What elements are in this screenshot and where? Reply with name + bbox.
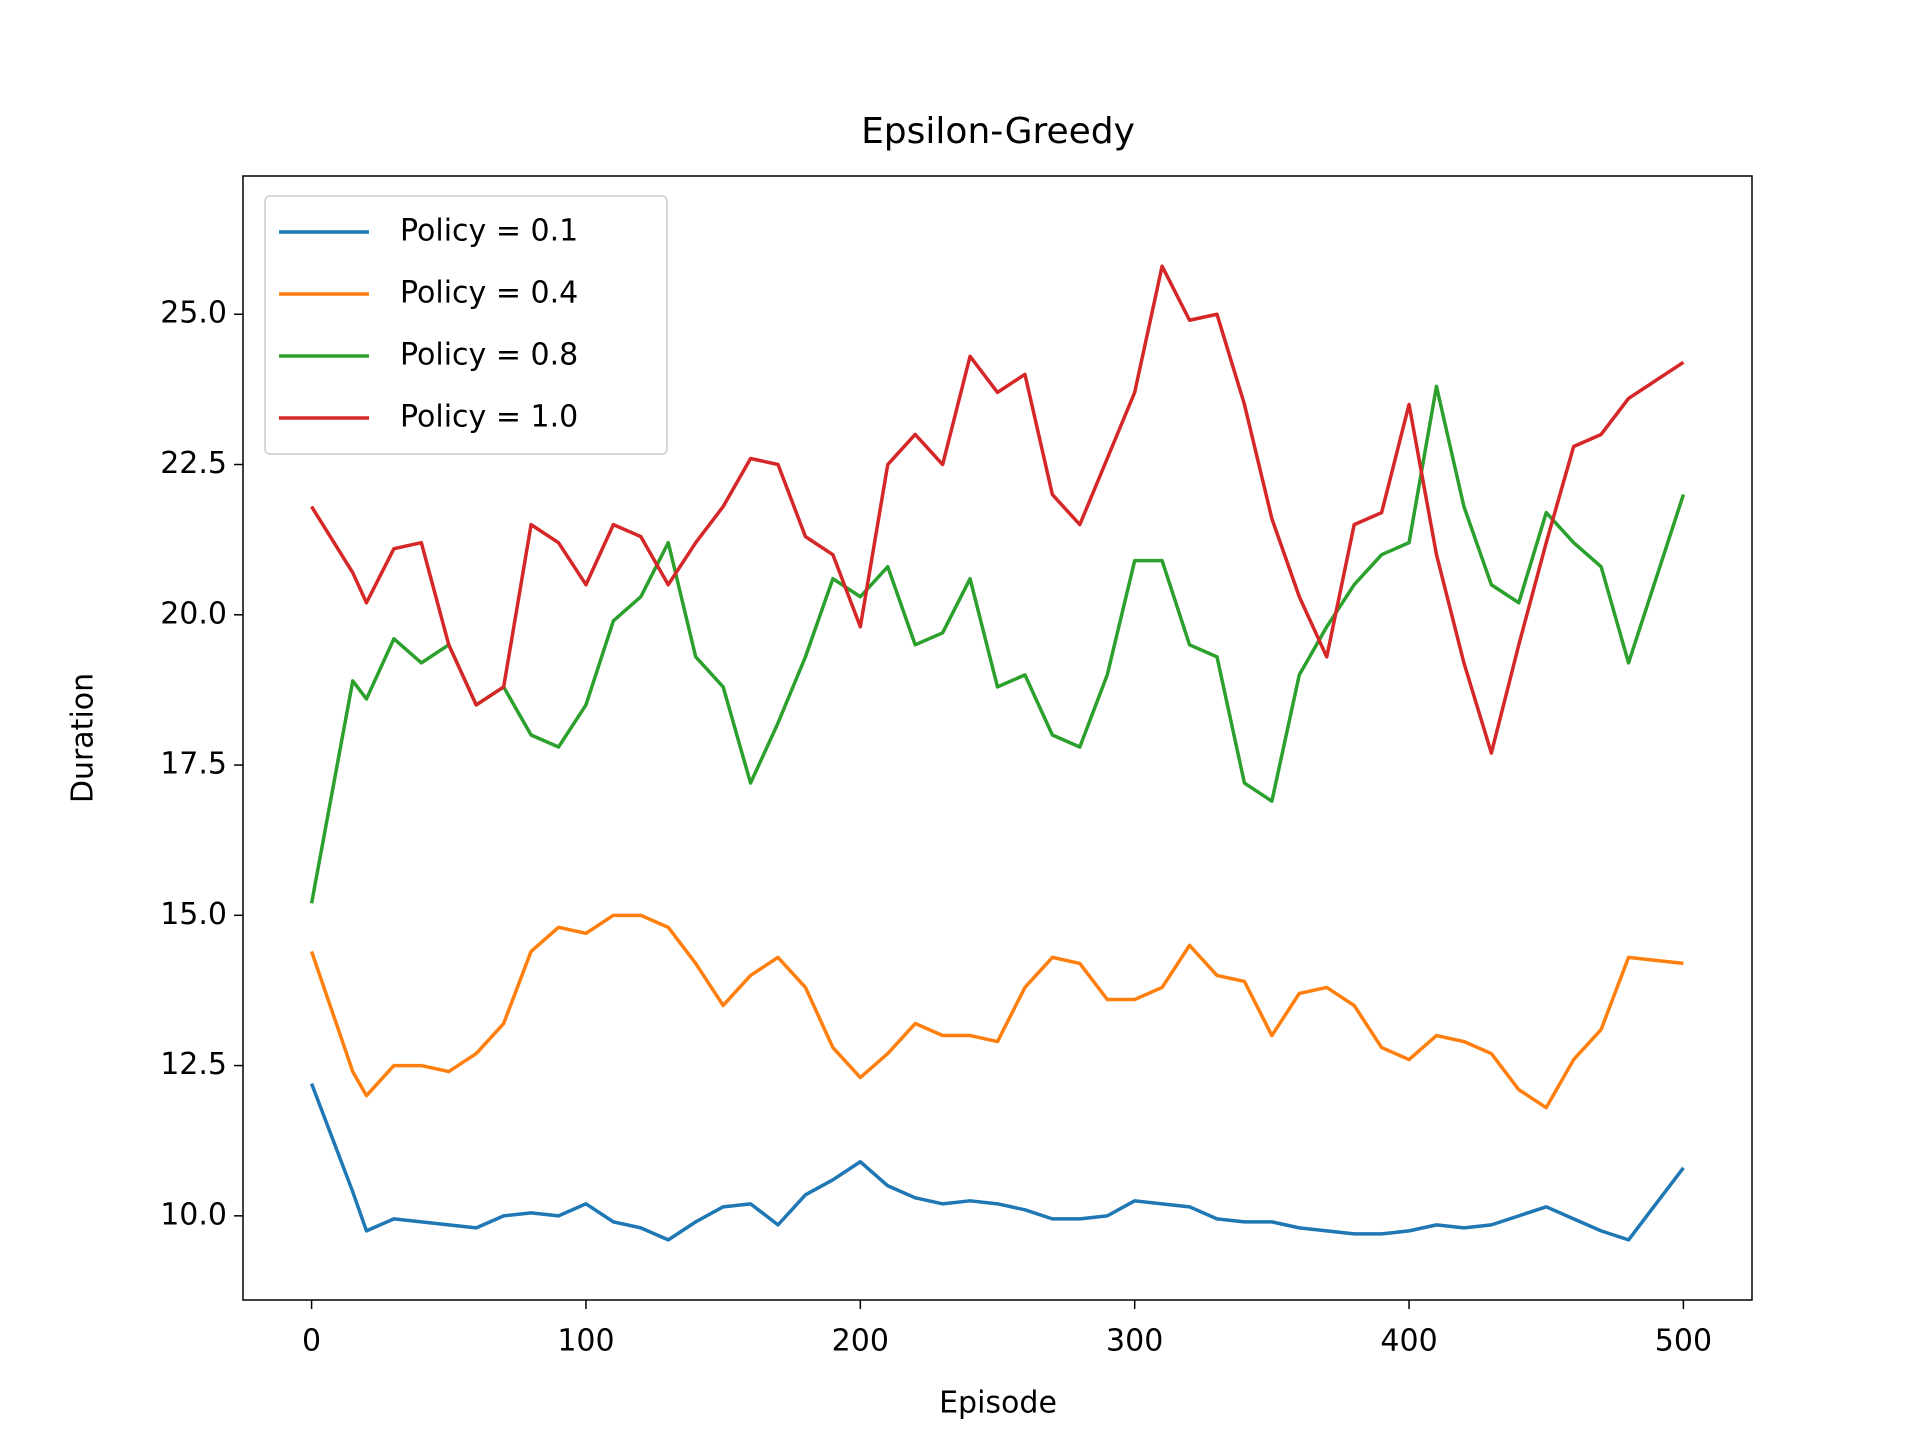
y-tick-label: 15.0 <box>160 897 227 932</box>
y-tick-label: 20.0 <box>160 596 227 631</box>
x-tick-label: 0 <box>302 1324 321 1359</box>
y-tick-label: 10.0 <box>160 1197 227 1232</box>
x-tick-label: 100 <box>557 1324 614 1359</box>
legend-label: Policy = 0.4 <box>400 276 578 311</box>
series-line <box>309 1082 1685 1242</box>
x-axis-label: Episode <box>939 1386 1057 1421</box>
legend-label: Policy = 1.0 <box>400 400 578 435</box>
x-tick-label: 500 <box>1655 1324 1712 1359</box>
plot-frame <box>242 175 1753 1301</box>
x-tick-label: 200 <box>832 1324 889 1359</box>
series-line <box>310 264 1685 755</box>
chart-title: Epsilon-Greedy <box>861 111 1135 152</box>
series-line <box>309 913 1684 1110</box>
x-tick-label: 400 <box>1380 1324 1437 1359</box>
series-line <box>309 384 1686 904</box>
y-axis-label: Duration <box>66 673 101 803</box>
y-tick-label: 22.5 <box>160 446 227 481</box>
legend-label: Policy = 0.8 <box>400 338 578 373</box>
legend-box <box>264 195 668 455</box>
y-tick-label: 25.0 <box>160 296 227 331</box>
y-tick-label: 12.5 <box>160 1047 227 1082</box>
legend-label: Policy = 0.1 <box>400 214 578 249</box>
y-tick-label: 17.5 <box>160 747 227 782</box>
x-tick-label: 300 <box>1106 1324 1163 1359</box>
